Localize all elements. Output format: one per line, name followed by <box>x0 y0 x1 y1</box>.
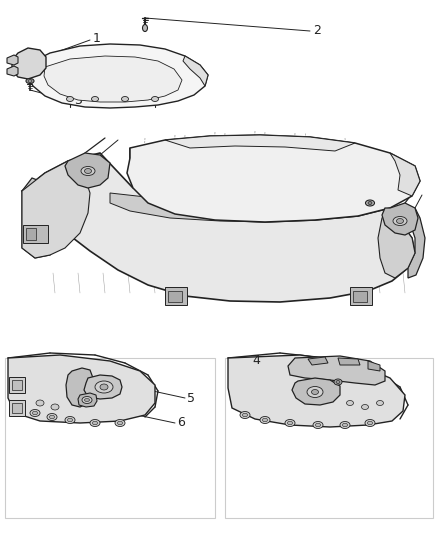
Ellipse shape <box>315 423 321 427</box>
Ellipse shape <box>396 219 403 223</box>
Text: 3: 3 <box>74 94 82 108</box>
Text: 5: 5 <box>187 392 195 405</box>
Polygon shape <box>22 148 415 302</box>
Polygon shape <box>110 193 365 221</box>
Ellipse shape <box>92 96 99 101</box>
Polygon shape <box>7 55 18 65</box>
Text: 1: 1 <box>93 33 101 45</box>
Ellipse shape <box>28 79 32 83</box>
Ellipse shape <box>95 381 113 393</box>
Text: 2: 2 <box>313 25 321 37</box>
Polygon shape <box>390 153 420 196</box>
Bar <box>225 358 433 518</box>
Ellipse shape <box>240 411 250 418</box>
Polygon shape <box>80 168 380 283</box>
Polygon shape <box>382 203 418 235</box>
Ellipse shape <box>367 421 372 425</box>
Ellipse shape <box>32 411 38 415</box>
Polygon shape <box>228 355 405 427</box>
Polygon shape <box>288 356 385 385</box>
Bar <box>5 358 215 518</box>
Ellipse shape <box>346 400 353 406</box>
Ellipse shape <box>26 78 34 84</box>
Polygon shape <box>8 355 155 423</box>
Ellipse shape <box>334 379 342 385</box>
Polygon shape <box>7 66 18 76</box>
Ellipse shape <box>30 409 40 416</box>
Ellipse shape <box>81 166 95 175</box>
Ellipse shape <box>115 419 125 426</box>
Polygon shape <box>165 135 355 151</box>
Polygon shape <box>12 48 46 79</box>
Text: 6: 6 <box>177 416 185 430</box>
Ellipse shape <box>336 381 340 384</box>
Text: 4: 4 <box>252 354 260 367</box>
Ellipse shape <box>85 168 92 174</box>
Polygon shape <box>308 357 328 365</box>
Bar <box>168 291 182 302</box>
Bar <box>26 228 36 240</box>
Polygon shape <box>368 361 380 371</box>
Ellipse shape <box>92 421 98 425</box>
Polygon shape <box>44 56 182 102</box>
Ellipse shape <box>368 201 372 205</box>
Ellipse shape <box>67 96 74 101</box>
Polygon shape <box>183 56 208 86</box>
Ellipse shape <box>51 404 59 410</box>
Ellipse shape <box>49 415 54 419</box>
Ellipse shape <box>262 418 268 422</box>
Ellipse shape <box>260 416 270 424</box>
Ellipse shape <box>313 422 323 429</box>
Ellipse shape <box>85 399 89 401</box>
Ellipse shape <box>377 400 384 406</box>
Ellipse shape <box>343 423 347 427</box>
Ellipse shape <box>365 200 374 206</box>
Ellipse shape <box>393 216 407 225</box>
Ellipse shape <box>90 419 100 426</box>
Ellipse shape <box>82 397 92 403</box>
Polygon shape <box>22 161 90 258</box>
Ellipse shape <box>100 384 108 390</box>
Polygon shape <box>66 368 93 407</box>
Ellipse shape <box>243 413 247 417</box>
Bar <box>12 380 22 390</box>
Text: 7: 7 <box>407 207 415 221</box>
Polygon shape <box>84 375 122 399</box>
Ellipse shape <box>340 422 350 429</box>
Polygon shape <box>338 358 360 365</box>
Ellipse shape <box>307 386 323 398</box>
Bar <box>165 287 187 305</box>
Bar <box>23 225 48 243</box>
Ellipse shape <box>311 390 318 394</box>
Polygon shape <box>292 378 340 405</box>
Bar <box>12 403 22 413</box>
Polygon shape <box>408 208 425 278</box>
Ellipse shape <box>152 96 159 101</box>
Ellipse shape <box>121 96 128 101</box>
Bar <box>350 287 372 305</box>
Polygon shape <box>65 153 110 188</box>
Polygon shape <box>378 208 415 278</box>
Ellipse shape <box>67 418 73 422</box>
Ellipse shape <box>365 419 375 426</box>
Ellipse shape <box>65 416 75 424</box>
Ellipse shape <box>287 421 293 425</box>
Bar <box>353 291 367 302</box>
Polygon shape <box>22 178 55 258</box>
Ellipse shape <box>117 421 123 425</box>
Ellipse shape <box>142 25 148 31</box>
Ellipse shape <box>36 400 44 406</box>
Ellipse shape <box>47 414 57 421</box>
Polygon shape <box>27 44 208 108</box>
Polygon shape <box>78 393 97 407</box>
Bar <box>9 400 25 416</box>
Ellipse shape <box>285 419 295 426</box>
Polygon shape <box>127 135 420 222</box>
Ellipse shape <box>361 405 368 409</box>
Bar <box>9 377 25 393</box>
